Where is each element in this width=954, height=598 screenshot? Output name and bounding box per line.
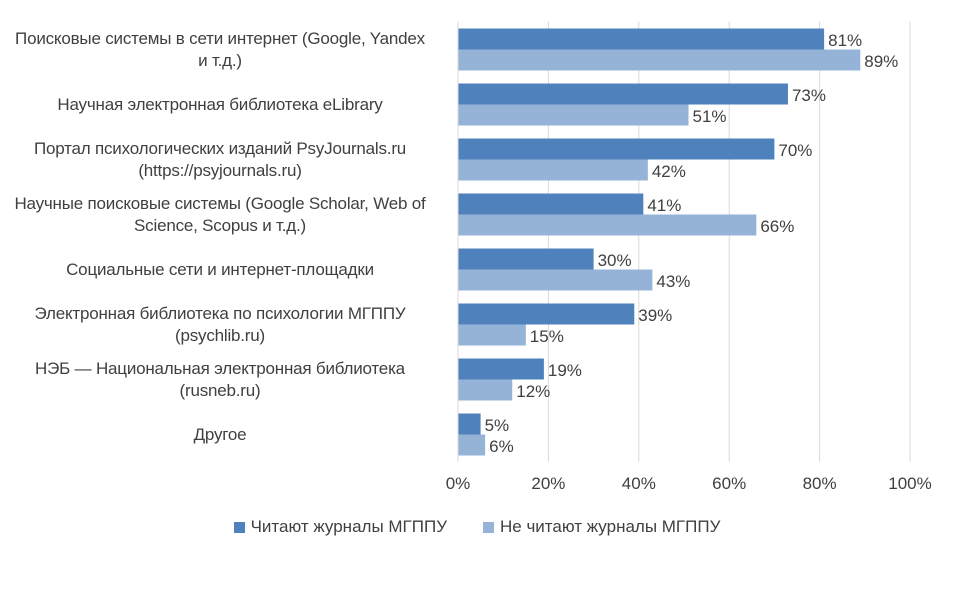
data-label: 81%: [828, 31, 863, 50]
bar-series-2: [458, 214, 757, 236]
data-label: 5%: [484, 416, 510, 435]
y-category-label: Портал психологических изданий PsyJourna…: [33, 138, 407, 180]
bar-series-1: [458, 138, 775, 160]
bar-series-1: [458, 303, 635, 325]
data-label: 6%: [489, 437, 514, 456]
bar-series-1: [458, 413, 481, 435]
bar-series-2: [458, 269, 653, 291]
data-label: 39%: [638, 306, 673, 325]
bar-series-1: [458, 193, 644, 215]
x-tick-label: 80%: [802, 474, 837, 493]
data-label: 42%: [651, 162, 686, 181]
data-label: 73%: [791, 86, 826, 105]
data-label: 41%: [647, 196, 682, 215]
x-tick-label: 0%: [445, 474, 471, 493]
y-category-label: Социальные сети и интернет-площадки: [66, 259, 374, 279]
legend-swatch-series-1: [233, 521, 245, 533]
bar-series-2: [458, 49, 861, 71]
legend-item-series-1: Читают журналы МГППУ: [233, 517, 447, 537]
y-category-label: Другое: [193, 424, 247, 444]
bar-series-1: [458, 248, 594, 270]
data-label: 15%: [529, 327, 564, 346]
x-tick-label: 60%: [712, 474, 747, 493]
data-label: 12%: [516, 382, 551, 401]
bar-series-2: [458, 159, 648, 181]
x-tick-label: 100%: [888, 474, 932, 493]
data-label: 30%: [597, 251, 632, 270]
y-category-label: НЭБ — Национальная электронная библиотек…: [35, 358, 405, 400]
bar-series-2: [458, 324, 526, 346]
y-category-label: Научная электронная библиотека eLibrary: [57, 94, 383, 114]
data-label: 70%: [778, 141, 813, 160]
bar-series-2: [458, 379, 513, 401]
y-category-label: Научные поисковые системы (Google Schola…: [14, 193, 426, 235]
data-label: 89%: [864, 52, 899, 71]
data-label: 19%: [547, 361, 582, 380]
data-label: 43%: [656, 272, 691, 291]
bar-series-2: [458, 104, 689, 126]
data-label: 66%: [760, 217, 795, 236]
legend-label-series-1: Читают журналы МГППУ: [250, 517, 447, 536]
legend-label-series-2: Не читают журналы МГППУ: [500, 517, 721, 536]
legend-swatch-series-2: [483, 521, 494, 533]
data-label: 51%: [692, 107, 727, 126]
y-category-label: Электронная библиотека по психологии МГП…: [34, 303, 406, 345]
bar-series-1: [458, 28, 825, 50]
x-tick-label: 40%: [621, 474, 656, 493]
bar-series-2: [458, 434, 486, 456]
bar-series-1: [458, 358, 544, 380]
y-category-label: Поисковые системы в сети интернет (Googl…: [15, 28, 425, 70]
bar-series-1: [458, 83, 788, 105]
legend-item-series-2: Не читают журналы МГППУ: [483, 517, 720, 537]
x-tick-label: 20%: [531, 474, 566, 493]
legend: Читают журналы МГППУ Не читают журналы М…: [0, 517, 954, 537]
